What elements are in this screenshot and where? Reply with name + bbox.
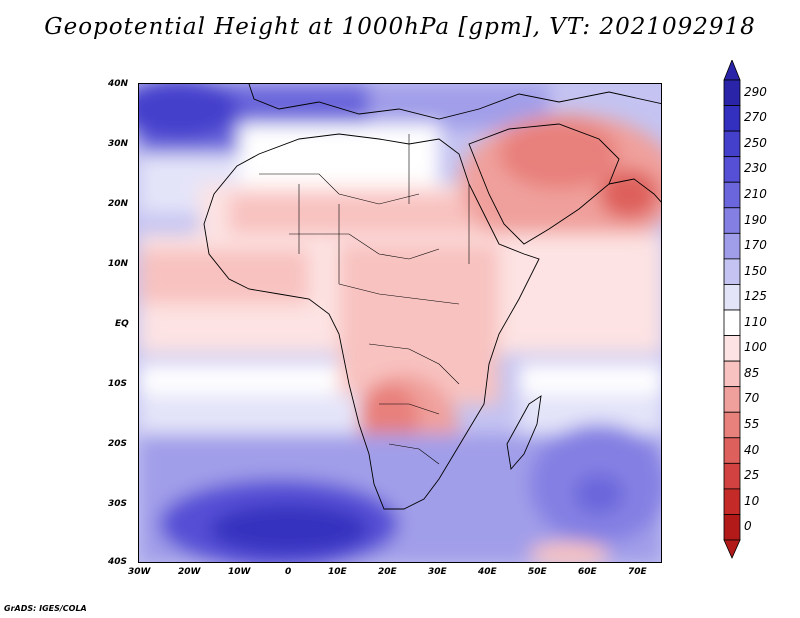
colorbar-segment [723,437,741,464]
lon-label-0: 0 [285,567,292,577]
colorbar-label: 210 [744,187,767,201]
country-borders [259,134,470,465]
colorbar-segment [723,335,741,362]
colorbar-label: 0 [744,519,752,534]
colorbar-label: 230 [744,161,767,176]
lat-label-30s: 30S [108,499,128,509]
colorbar-label: 55 [744,417,760,431]
lon-label-10e: 10E [328,567,347,577]
height-field [139,84,661,562]
lon-label-50e: 50E [528,567,547,577]
map-canvas [139,84,661,562]
colorbar-label: 40 [744,442,760,457]
lat-label-10n: 10N [108,259,129,269]
lon-label-30e: 30E [428,567,447,577]
lon-label-60e: 60E [578,567,597,577]
colorbar-segment [723,181,741,209]
madagascar-outline [506,395,542,471]
colorbar-segment [723,207,741,234]
colorbar-label: 125 [744,289,767,304]
lon-label-20e: 20E [378,567,397,577]
lon-label-70e: 70E [628,567,647,577]
contour-map [138,83,662,563]
lat-label-40n: 40N [108,79,129,89]
colorbar-segment [723,258,741,285]
colorbar-label: 270 [744,110,767,125]
colorbar-segment [723,232,741,260]
colorbar-segment [723,105,741,132]
colorbar-label: 25 [744,468,760,483]
lat-label-20n: 20N [108,199,129,209]
colorbar-segment [723,386,741,413]
colorbar-label: 70 [744,391,760,406]
india-outline [608,178,661,203]
lat-label-eq: EQ [115,319,129,329]
colorbar-segment [723,514,741,541]
lon-label-40e: 40E [478,567,497,577]
lat-label-10s: 10S [108,379,128,389]
colorbar-segment [723,488,741,515]
colorbar-label: 290 [744,84,767,99]
colorbar-label: 250 [744,135,767,150]
map-title: Geopotential Height at 1000hPa [gpm], VT… [44,14,756,40]
colorbar [723,60,741,559]
colorbar-segment [723,462,741,490]
africa-outline [203,133,540,510]
arabia-outline [468,123,620,245]
credit-text: GrADS: IGES/COLA [4,604,87,613]
colorbar-segment [723,284,741,311]
colorbar-segment [723,411,741,439]
lat-label-40s: 40S [108,557,128,567]
colorbar-segment [723,360,741,388]
colorbar-label: 190 [744,212,767,227]
colorbar-segment [723,156,741,183]
colorbar-label: 150 [744,263,767,278]
colorbar-label: 100 [744,340,767,355]
colorbar-top-arrow [723,60,741,81]
colorbar-segment [723,309,741,336]
colorbar-label: 85 [744,365,760,380]
colorbar-label: 10 [744,493,760,508]
europe-coast [248,84,661,120]
lat-label-20s: 20S [108,439,128,449]
colorbar-bottom-arrow [723,539,741,559]
lon-label-10w: 10W [228,567,251,577]
lat-label-30n: 30N [108,139,129,149]
colorbar-label: 170 [744,238,767,253]
colorbar-label: 110 [744,314,767,329]
lon-label-30w: 30W [128,567,151,577]
lon-label-20w: 20W [178,567,201,577]
colorbar-segment [723,130,741,158]
colorbar-segment [723,79,741,106]
